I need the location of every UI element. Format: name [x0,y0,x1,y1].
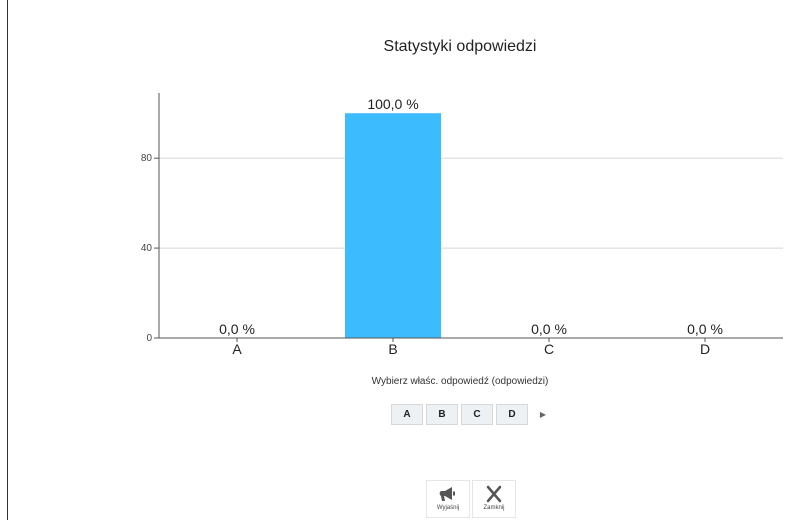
footer-buttons: Wyjaśnij Zamknij [426,480,516,518]
chart-title: Statystyki odpowiedzi [383,38,537,55]
bar-chart: 0 40 80 0,0 % A 100,0 % B 0,0 % C 0,0 % D [141,93,783,357]
category-label-a: A [232,341,242,357]
next-button[interactable]: ▶ [531,404,555,425]
answer-button-c[interactable]: C [461,404,493,425]
answer-button-b[interactable]: B [426,404,458,425]
value-label-d: 0,0 % [687,321,723,337]
bar-b [345,113,441,338]
answer-button-d[interactable]: D [496,404,528,425]
instruction-text: Wybierz właśc. odpowiedź (odpowiedzi) [371,376,549,387]
close-button[interactable]: Zamknij [472,480,516,518]
y-tick-label: 80 [141,153,153,164]
y-tick-label: 40 [141,243,153,254]
answer-button-a[interactable]: A [391,404,423,425]
value-label-c: 0,0 % [531,321,567,337]
y-tick-label: 0 [146,333,152,344]
value-label-a: 0,0 % [219,321,255,337]
left-border [7,0,8,520]
answer-buttons: A B C D ▶ [391,404,555,425]
value-label-b: 100,0 % [367,96,418,112]
category-label-d: D [700,341,710,357]
category-label-c: C [544,341,554,357]
category-label-b: B [388,341,397,357]
close-label: Zamknij [483,505,505,511]
close-icon [486,485,502,503]
explain-label: Wyjaśnij [436,505,460,511]
explain-button[interactable]: Wyjaśnij [426,480,470,518]
megaphone-icon [439,487,455,501]
play-arrow-icon: ▶ [539,410,547,419]
